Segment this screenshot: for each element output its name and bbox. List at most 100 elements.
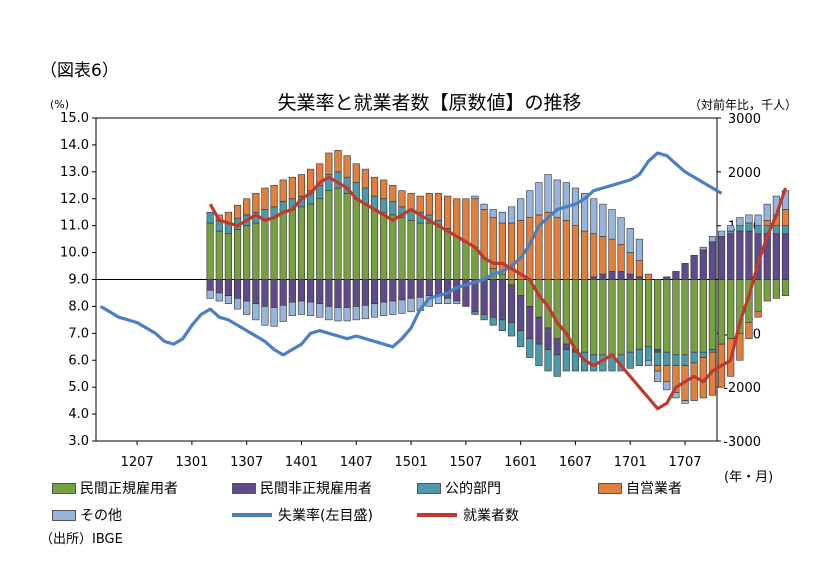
bar-private_irregular bbox=[480, 279, 488, 315]
bar-self_employed bbox=[635, 260, 643, 278]
bar-self_employed bbox=[444, 195, 452, 229]
bar-self_employed bbox=[270, 184, 278, 208]
bar-private_regular bbox=[352, 198, 360, 280]
right-axis-unit: （対前年比，千人） bbox=[688, 98, 797, 112]
left-tick-label: 6.0 bbox=[68, 353, 89, 368]
bar-private_regular bbox=[699, 279, 707, 353]
bar-private_irregular bbox=[489, 279, 497, 318]
bar-public bbox=[654, 351, 662, 366]
bar-self_employed bbox=[580, 230, 589, 280]
bar-other bbox=[380, 301, 388, 316]
bar-private_irregular bbox=[507, 284, 516, 323]
bar-private_irregular bbox=[425, 279, 433, 296]
bar-private_irregular bbox=[599, 273, 607, 280]
bar-other bbox=[361, 305, 369, 320]
legend-label: 民間非正規雇用者 bbox=[260, 481, 372, 497]
bar-self_employed bbox=[471, 198, 479, 248]
legend-label: 就業者数 bbox=[463, 508, 519, 524]
bar-public bbox=[672, 354, 680, 366]
bar-private_regular bbox=[334, 187, 342, 280]
bar-other bbox=[617, 217, 625, 245]
legend-swatch bbox=[417, 482, 441, 494]
bar-private_regular bbox=[626, 279, 634, 353]
bar-other bbox=[644, 359, 653, 366]
bar-self_employed bbox=[562, 219, 570, 280]
bar-private_regular bbox=[224, 233, 233, 280]
legend-swatch bbox=[232, 513, 272, 517]
bar-public bbox=[389, 201, 397, 216]
bar-private_regular bbox=[252, 222, 260, 280]
bar-private_regular bbox=[343, 193, 351, 280]
x-tick-label: 1307 bbox=[230, 455, 263, 470]
x-tick-label: 1601 bbox=[504, 455, 537, 470]
bar-other bbox=[279, 305, 287, 322]
bar-private_regular bbox=[708, 279, 717, 350]
right-tick-label: 3000 bbox=[728, 112, 761, 127]
bar-other bbox=[708, 236, 717, 243]
left-tick-label: 3.0 bbox=[68, 434, 89, 449]
legend-swatch bbox=[232, 482, 256, 494]
bar-self_employed bbox=[781, 209, 790, 226]
bar-other bbox=[325, 306, 333, 321]
bar-public bbox=[489, 316, 497, 326]
bar-private_irregular bbox=[717, 236, 726, 280]
bar-public bbox=[498, 319, 506, 331]
bar-private_regular bbox=[727, 279, 735, 340]
bar-other bbox=[736, 217, 744, 226]
bar-self_employed bbox=[654, 365, 662, 372]
bar-private_regular bbox=[243, 225, 251, 280]
bar-other bbox=[745, 214, 753, 224]
chart-title: 失業率と就業者数【原数値】の推移 bbox=[277, 92, 582, 114]
bar-private_irregular bbox=[562, 343, 570, 350]
bar-public bbox=[526, 338, 534, 358]
bar-private_irregular bbox=[270, 279, 278, 308]
bar-other bbox=[635, 238, 643, 261]
bar-other bbox=[233, 298, 242, 310]
bar-self_employed bbox=[325, 152, 333, 175]
bar-other bbox=[288, 301, 296, 316]
bar-private_irregular bbox=[663, 276, 671, 280]
legend-item: その他 bbox=[52, 505, 122, 525]
bar-other bbox=[215, 292, 223, 302]
bar-self_employed bbox=[307, 168, 315, 191]
legend-label: 民間正規雇用者 bbox=[80, 481, 178, 497]
bar-other bbox=[352, 306, 360, 321]
bar-other bbox=[681, 400, 689, 404]
bar-self_employed bbox=[617, 244, 625, 272]
bar-private_irregular bbox=[745, 230, 753, 280]
bar-private_irregular bbox=[297, 279, 306, 302]
left-tick-label: 8.0 bbox=[68, 299, 89, 314]
bar-private_regular bbox=[690, 279, 698, 353]
source-note: （出所）IBGE bbox=[40, 532, 123, 547]
bar-self_employed bbox=[517, 219, 525, 280]
bar-private_irregular bbox=[444, 279, 452, 299]
left-axis-unit: (%) bbox=[50, 98, 70, 111]
bar-public bbox=[781, 225, 790, 235]
bar-private_irregular bbox=[334, 279, 342, 308]
bar-private_regular bbox=[416, 222, 424, 280]
bar-private_regular bbox=[398, 217, 406, 280]
bar-private_regular bbox=[763, 279, 771, 302]
right-tick-label: -3000 bbox=[723, 435, 761, 450]
bar-other bbox=[206, 289, 214, 299]
bar-private_regular bbox=[316, 198, 324, 280]
bar-private_regular bbox=[681, 279, 689, 356]
bar-self_employed bbox=[243, 198, 251, 216]
bar-private_irregular bbox=[681, 263, 689, 280]
bar-private_regular bbox=[717, 279, 726, 345]
bar-public bbox=[699, 351, 707, 358]
legend-item: 民間正規雇用者 bbox=[52, 478, 178, 498]
bar-other bbox=[663, 381, 671, 391]
left-tick-label: 11.0 bbox=[60, 219, 89, 234]
bar-other bbox=[535, 182, 543, 216]
bar-private_regular bbox=[599, 279, 607, 356]
bar-self_employed bbox=[288, 176, 296, 200]
bar-private_irregular bbox=[389, 279, 397, 302]
x-tick-label: 1401 bbox=[285, 455, 318, 470]
bar-self_employed bbox=[343, 155, 351, 178]
bar-private_irregular bbox=[781, 233, 790, 280]
bar-self_employed bbox=[462, 198, 470, 243]
legend-item: 失業率(左目盛) bbox=[232, 505, 373, 525]
bar-private_irregular bbox=[727, 233, 735, 280]
legend-label: その他 bbox=[80, 508, 122, 524]
